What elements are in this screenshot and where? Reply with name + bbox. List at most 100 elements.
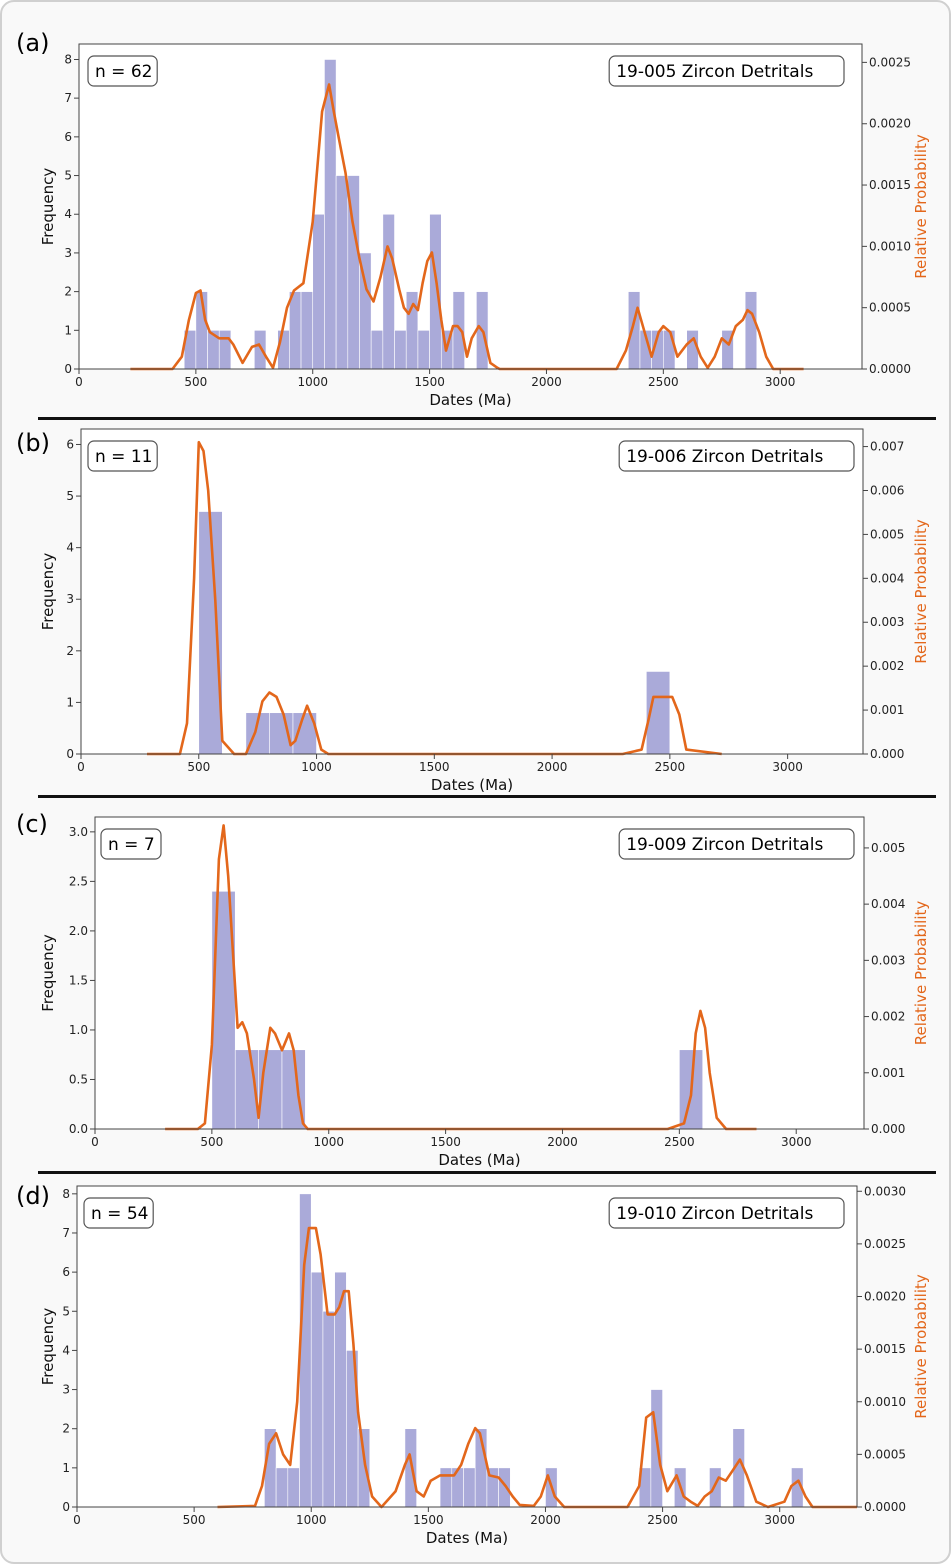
histogram-bar xyxy=(289,291,302,370)
y-tick-label: 4 xyxy=(64,207,72,221)
sample-count-label: n = 7 xyxy=(108,835,155,855)
x-tick-label: 2500 xyxy=(664,1135,695,1149)
x-tick-label: 2000 xyxy=(537,760,568,774)
sample-title: 19-006 Zircon Detritals xyxy=(626,447,823,467)
histogram-bar xyxy=(744,291,758,370)
sample-count-box xyxy=(87,55,158,87)
y-tick-label: 5 xyxy=(62,1304,70,1318)
sample-count-label: n = 11 xyxy=(95,447,152,467)
y-tick-label: 1 xyxy=(66,695,74,709)
histogram-bar xyxy=(275,1467,289,1508)
y-axis-label: Frequency xyxy=(39,168,57,246)
sample-title: 19-009 Zircon Detritals xyxy=(626,835,823,855)
y2-tick-label: 0.0010 xyxy=(864,1395,906,1409)
panel-label-b: (b) xyxy=(16,429,50,457)
histogram-bar xyxy=(310,1271,324,1508)
y-tick-label: 2 xyxy=(62,1422,70,1436)
y-tick-label: 5 xyxy=(64,169,72,183)
y2-tick-label: 0.004 xyxy=(870,571,904,585)
x-tick-label: 3000 xyxy=(772,760,803,774)
x-tick-label: 1000 xyxy=(301,760,332,774)
y2-axis-label: Relative Probability xyxy=(912,134,930,279)
histogram-bar xyxy=(324,59,337,370)
histogram-bar xyxy=(287,1467,300,1508)
x-tick-label: 500 xyxy=(183,1513,206,1527)
x-tick-label: 2000 xyxy=(547,1135,578,1149)
x-tick-label: 3000 xyxy=(781,1135,812,1149)
y-tick-label: 3 xyxy=(62,1383,70,1397)
y2-tick-label: 0.0015 xyxy=(869,178,911,192)
x-tick-label: 500 xyxy=(187,760,210,774)
histogram-bar xyxy=(312,213,325,370)
histogram-bar xyxy=(663,330,676,370)
y2-tick-label: 0.006 xyxy=(870,483,904,497)
y2-tick-label: 0.0000 xyxy=(864,1500,906,1514)
x-tick-label: 1500 xyxy=(430,1135,461,1149)
y-tick-label: 6 xyxy=(62,1265,70,1279)
axes-frame xyxy=(76,1185,858,1508)
y2-tick-label: 0.0025 xyxy=(869,55,911,69)
histogram-bar xyxy=(370,330,384,370)
y2-tick-label: 0.004 xyxy=(871,897,905,911)
y-axis-label: Frequency xyxy=(39,1308,57,1386)
y2-tick-label: 0.0010 xyxy=(869,239,911,253)
panel-label-c: (c) xyxy=(16,810,48,838)
histogram-bar xyxy=(498,1467,511,1508)
y-tick-label: 8 xyxy=(62,1187,70,1201)
y2-tick-label: 0.003 xyxy=(871,953,905,967)
y-tick-label: 4 xyxy=(66,541,74,555)
y2-tick-label: 0.0005 xyxy=(869,301,911,315)
y2-tick-label: 0.002 xyxy=(870,659,904,673)
histogram-bar xyxy=(299,1193,312,1508)
sample-title-box xyxy=(608,55,845,87)
histogram-bar xyxy=(253,330,267,370)
y-tick-label: 2 xyxy=(64,285,72,299)
x-tick-label: 0 xyxy=(91,1135,99,1149)
panel-separator xyxy=(38,1171,936,1174)
sample-count-label: n = 54 xyxy=(91,1204,148,1224)
y2-tick-label: 0.001 xyxy=(870,703,904,717)
y-tick-label: 0 xyxy=(64,362,72,376)
y-tick-label: 2.0 xyxy=(69,924,88,938)
y2-tick-label: 0.005 xyxy=(871,841,905,855)
histogram-bar xyxy=(269,712,294,755)
y2-tick-label: 0.002 xyxy=(871,1010,905,1024)
y-tick-label: 8 xyxy=(64,52,72,66)
x-axis-label: Dates (Ma) xyxy=(431,776,513,794)
x-tick-label: 1000 xyxy=(296,1513,327,1527)
y-tick-label: 7 xyxy=(62,1226,70,1240)
probability-density-line xyxy=(130,83,804,371)
y-tick-label: 3 xyxy=(66,592,74,606)
y-tick-label: 4 xyxy=(62,1343,70,1357)
plot-area xyxy=(77,1186,857,1507)
histogram-bar xyxy=(357,1428,371,1508)
x-tick-label: 500 xyxy=(184,375,207,389)
y-tick-label: 0.0 xyxy=(69,1122,88,1136)
x-tick-label: 2500 xyxy=(647,1513,678,1527)
sample-title: 19-005 Zircon Detritals xyxy=(616,62,813,82)
y2-tick-label: 0.0000 xyxy=(869,362,911,376)
x-axis-label: Dates (Ma) xyxy=(429,391,511,409)
histogram-bar xyxy=(382,213,395,370)
histogram-bar xyxy=(452,291,465,370)
x-tick-label: 1500 xyxy=(414,375,445,389)
y-tick-label: 6 xyxy=(64,130,72,144)
probability-density-line xyxy=(147,440,722,756)
y2-tick-label: 0.001 xyxy=(871,1066,905,1080)
y2-tick-label: 0.0005 xyxy=(864,1447,906,1461)
sample-count-box xyxy=(83,1197,154,1229)
y2-axis-label: Relative Probability xyxy=(912,1274,930,1419)
sample-count-box xyxy=(87,440,158,472)
histogram-bar xyxy=(404,1428,417,1508)
plot-area xyxy=(79,44,862,369)
sample-count-box xyxy=(100,828,162,860)
y-tick-label: 1 xyxy=(62,1461,70,1475)
y-tick-label: 2.5 xyxy=(69,874,88,888)
axes-frame xyxy=(78,43,863,370)
histogram-bar xyxy=(429,213,442,370)
x-tick-label: 2500 xyxy=(655,760,686,774)
x-tick-label: 0 xyxy=(77,760,85,774)
x-tick-label: 1000 xyxy=(313,1135,344,1149)
